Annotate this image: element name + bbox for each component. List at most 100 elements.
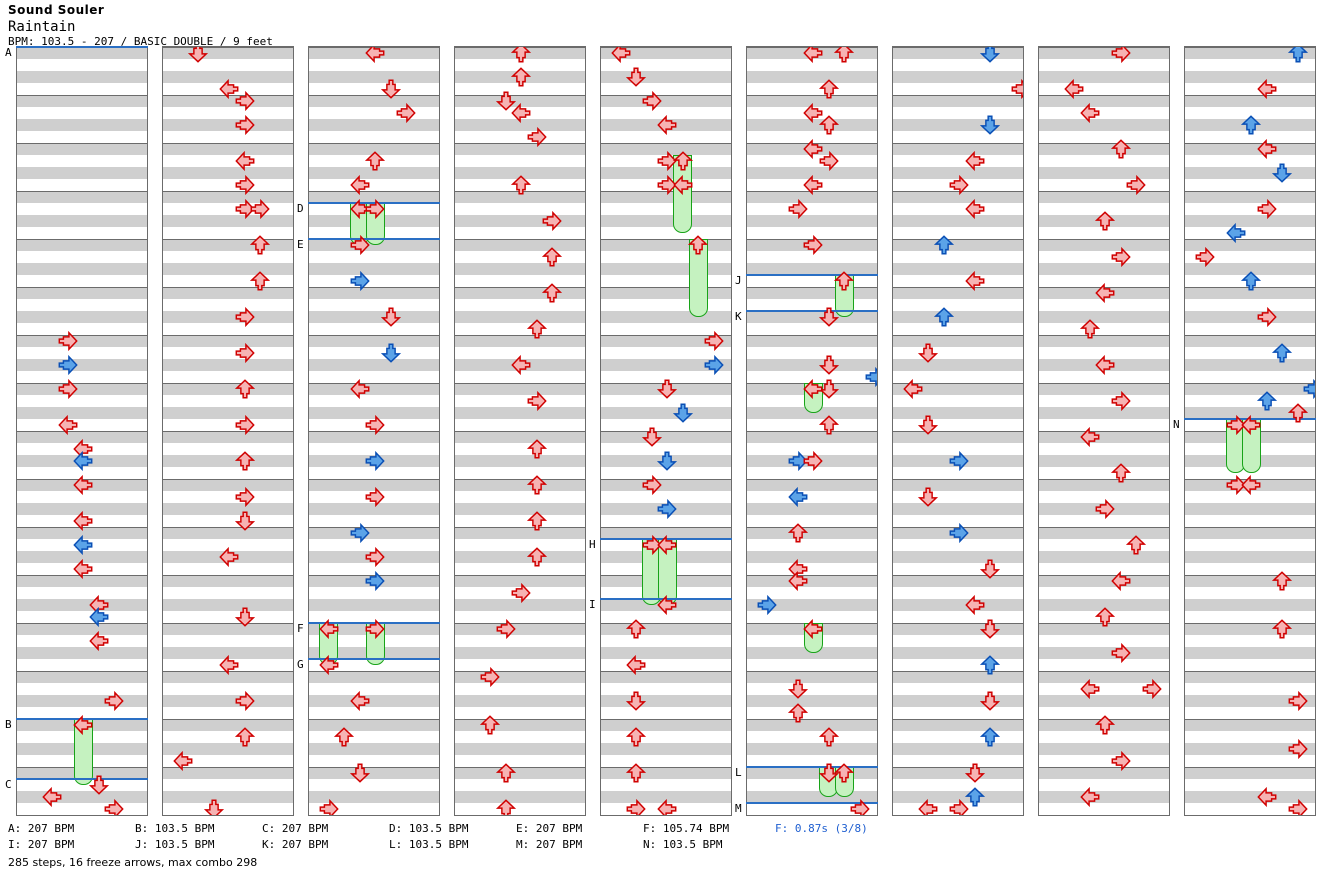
- note-arrow-right-red[interactable]: [526, 390, 548, 412]
- note-arrow-right-red[interactable]: [1287, 738, 1309, 760]
- note-arrow-left-red[interactable]: [234, 150, 256, 172]
- note-arrow-right-red[interactable]: [1010, 78, 1023, 100]
- note-arrow-up-red[interactable]: [1094, 210, 1116, 232]
- note-arrow-down-red[interactable]: [203, 798, 225, 815]
- note-arrow-left-blue[interactable]: [72, 534, 94, 556]
- note-arrow-right-blue[interactable]: [864, 366, 877, 388]
- note-arrow-right-red[interactable]: [364, 486, 386, 508]
- note-arrow-down-blue[interactable]: [1271, 162, 1293, 184]
- note-arrow-right-red[interactable]: [234, 690, 256, 712]
- note-arrow-up-red[interactable]: [625, 618, 647, 640]
- note-arrow-right-red[interactable]: [1287, 798, 1309, 815]
- note-arrow-right-red[interactable]: [656, 150, 678, 172]
- note-arrow-up-blue[interactable]: [1240, 114, 1262, 136]
- note-arrow-up-red[interactable]: [818, 726, 840, 748]
- note-arrow-up-red[interactable]: [625, 726, 647, 748]
- note-arrow-left-red[interactable]: [1063, 78, 1085, 100]
- note-arrow-left-red[interactable]: [349, 378, 371, 400]
- note-arrow-left-red[interactable]: [917, 798, 939, 815]
- note-arrow-down-blue[interactable]: [979, 114, 1001, 136]
- note-arrow-right-blue[interactable]: [787, 450, 809, 472]
- note-arrow-up-red[interactable]: [249, 234, 271, 256]
- note-arrow-left-red[interactable]: [656, 534, 678, 556]
- note-arrow-down-red[interactable]: [495, 90, 517, 112]
- note-arrow-left-red[interactable]: [802, 618, 824, 640]
- note-arrow-left-red[interactable]: [1256, 138, 1278, 160]
- note-arrow-right-red[interactable]: [656, 174, 678, 196]
- note-arrow-up-red[interactable]: [672, 150, 694, 172]
- note-arrow-down-blue[interactable]: [979, 47, 1001, 64]
- note-arrow-right-red[interactable]: [103, 798, 125, 815]
- note-arrow-right-red[interactable]: [234, 174, 256, 196]
- note-arrow-right-red[interactable]: [818, 150, 840, 172]
- note-arrow-up-red[interactable]: [818, 414, 840, 436]
- note-arrow-left-red[interactable]: [964, 198, 986, 220]
- note-arrow-up-red[interactable]: [479, 714, 501, 736]
- chart-panel[interactable]: [892, 46, 1024, 816]
- note-arrow-left-red[interactable]: [57, 414, 79, 436]
- note-arrow-up-blue[interactable]: [1256, 390, 1278, 412]
- note-arrow-right-red[interactable]: [541, 210, 563, 232]
- note-arrow-right-red[interactable]: [1225, 474, 1247, 496]
- note-arrow-up-red[interactable]: [1079, 318, 1101, 340]
- note-arrow-right-red[interactable]: [1256, 198, 1278, 220]
- note-arrow-down-red[interactable]: [625, 66, 647, 88]
- note-arrow-down-red[interactable]: [979, 558, 1001, 580]
- note-arrow-up-red[interactable]: [526, 318, 548, 340]
- note-arrow-right-red[interactable]: [364, 618, 386, 640]
- note-arrow-up-red[interactable]: [541, 282, 563, 304]
- chart-panel[interactable]: [600, 46, 732, 816]
- note-arrow-left-red[interactable]: [802, 102, 824, 124]
- chart-panel[interactable]: [308, 46, 440, 816]
- note-arrow-right-red[interactable]: [849, 798, 871, 815]
- note-arrow-up-red[interactable]: [526, 438, 548, 460]
- note-arrow-down-red[interactable]: [380, 78, 402, 100]
- note-arrow-down-red[interactable]: [979, 690, 1001, 712]
- note-arrow-left-red[interactable]: [349, 174, 371, 196]
- note-arrow-right-red[interactable]: [948, 798, 970, 815]
- note-arrow-right-red[interactable]: [479, 666, 501, 688]
- note-arrow-up-red[interactable]: [818, 114, 840, 136]
- note-arrow-right-red[interactable]: [641, 534, 663, 556]
- note-arrow-up-red[interactable]: [234, 378, 256, 400]
- note-arrow-right-blue[interactable]: [756, 594, 778, 616]
- note-arrow-left-red[interactable]: [672, 174, 694, 196]
- note-arrow-up-red[interactable]: [833, 47, 855, 64]
- note-arrow-left-red[interactable]: [318, 618, 340, 640]
- note-arrow-up-blue[interactable]: [964, 786, 986, 808]
- note-arrow-up-blue[interactable]: [979, 654, 1001, 676]
- note-arrow-left-red[interactable]: [72, 474, 94, 496]
- note-arrow-down-red[interactable]: [917, 486, 939, 508]
- note-arrow-right-red[interactable]: [234, 342, 256, 364]
- note-arrow-left-red[interactable]: [787, 570, 809, 592]
- chart-panel[interactable]: [162, 46, 294, 816]
- note-arrow-left-red[interactable]: [656, 798, 678, 815]
- note-arrow-up-blue[interactable]: [1240, 270, 1262, 292]
- note-arrow-up-red[interactable]: [526, 474, 548, 496]
- note-arrow-down-red[interactable]: [917, 414, 939, 436]
- chart-panel[interactable]: [454, 46, 586, 816]
- note-arrow-down-red[interactable]: [979, 618, 1001, 640]
- note-arrow-right-red[interactable]: [1225, 414, 1247, 436]
- note-arrow-right-blue[interactable]: [349, 270, 371, 292]
- note-arrow-up-blue[interactable]: [979, 726, 1001, 748]
- note-arrow-right-red[interactable]: [802, 234, 824, 256]
- note-arrow-right-blue[interactable]: [57, 354, 79, 376]
- note-arrow-right-red[interactable]: [234, 90, 256, 112]
- note-arrow-right-red[interactable]: [364, 546, 386, 568]
- note-arrow-right-red[interactable]: [234, 486, 256, 508]
- note-arrow-right-red[interactable]: [364, 198, 386, 220]
- note-arrow-right-red[interactable]: [234, 414, 256, 436]
- note-arrow-left-red[interactable]: [1256, 786, 1278, 808]
- note-arrow-up-red[interactable]: [526, 546, 548, 568]
- note-arrow-left-red[interactable]: [902, 378, 924, 400]
- note-arrow-down-red[interactable]: [656, 378, 678, 400]
- note-arrow-right-red[interactable]: [1110, 246, 1132, 268]
- note-arrow-down-red[interactable]: [234, 510, 256, 532]
- note-arrow-left-red[interactable]: [364, 47, 386, 64]
- note-arrow-left-red[interactable]: [1094, 282, 1116, 304]
- note-arrow-left-red[interactable]: [656, 594, 678, 616]
- note-arrow-up-red[interactable]: [1271, 570, 1293, 592]
- note-arrow-left-red[interactable]: [802, 378, 824, 400]
- note-arrow-left-red[interactable]: [318, 654, 340, 676]
